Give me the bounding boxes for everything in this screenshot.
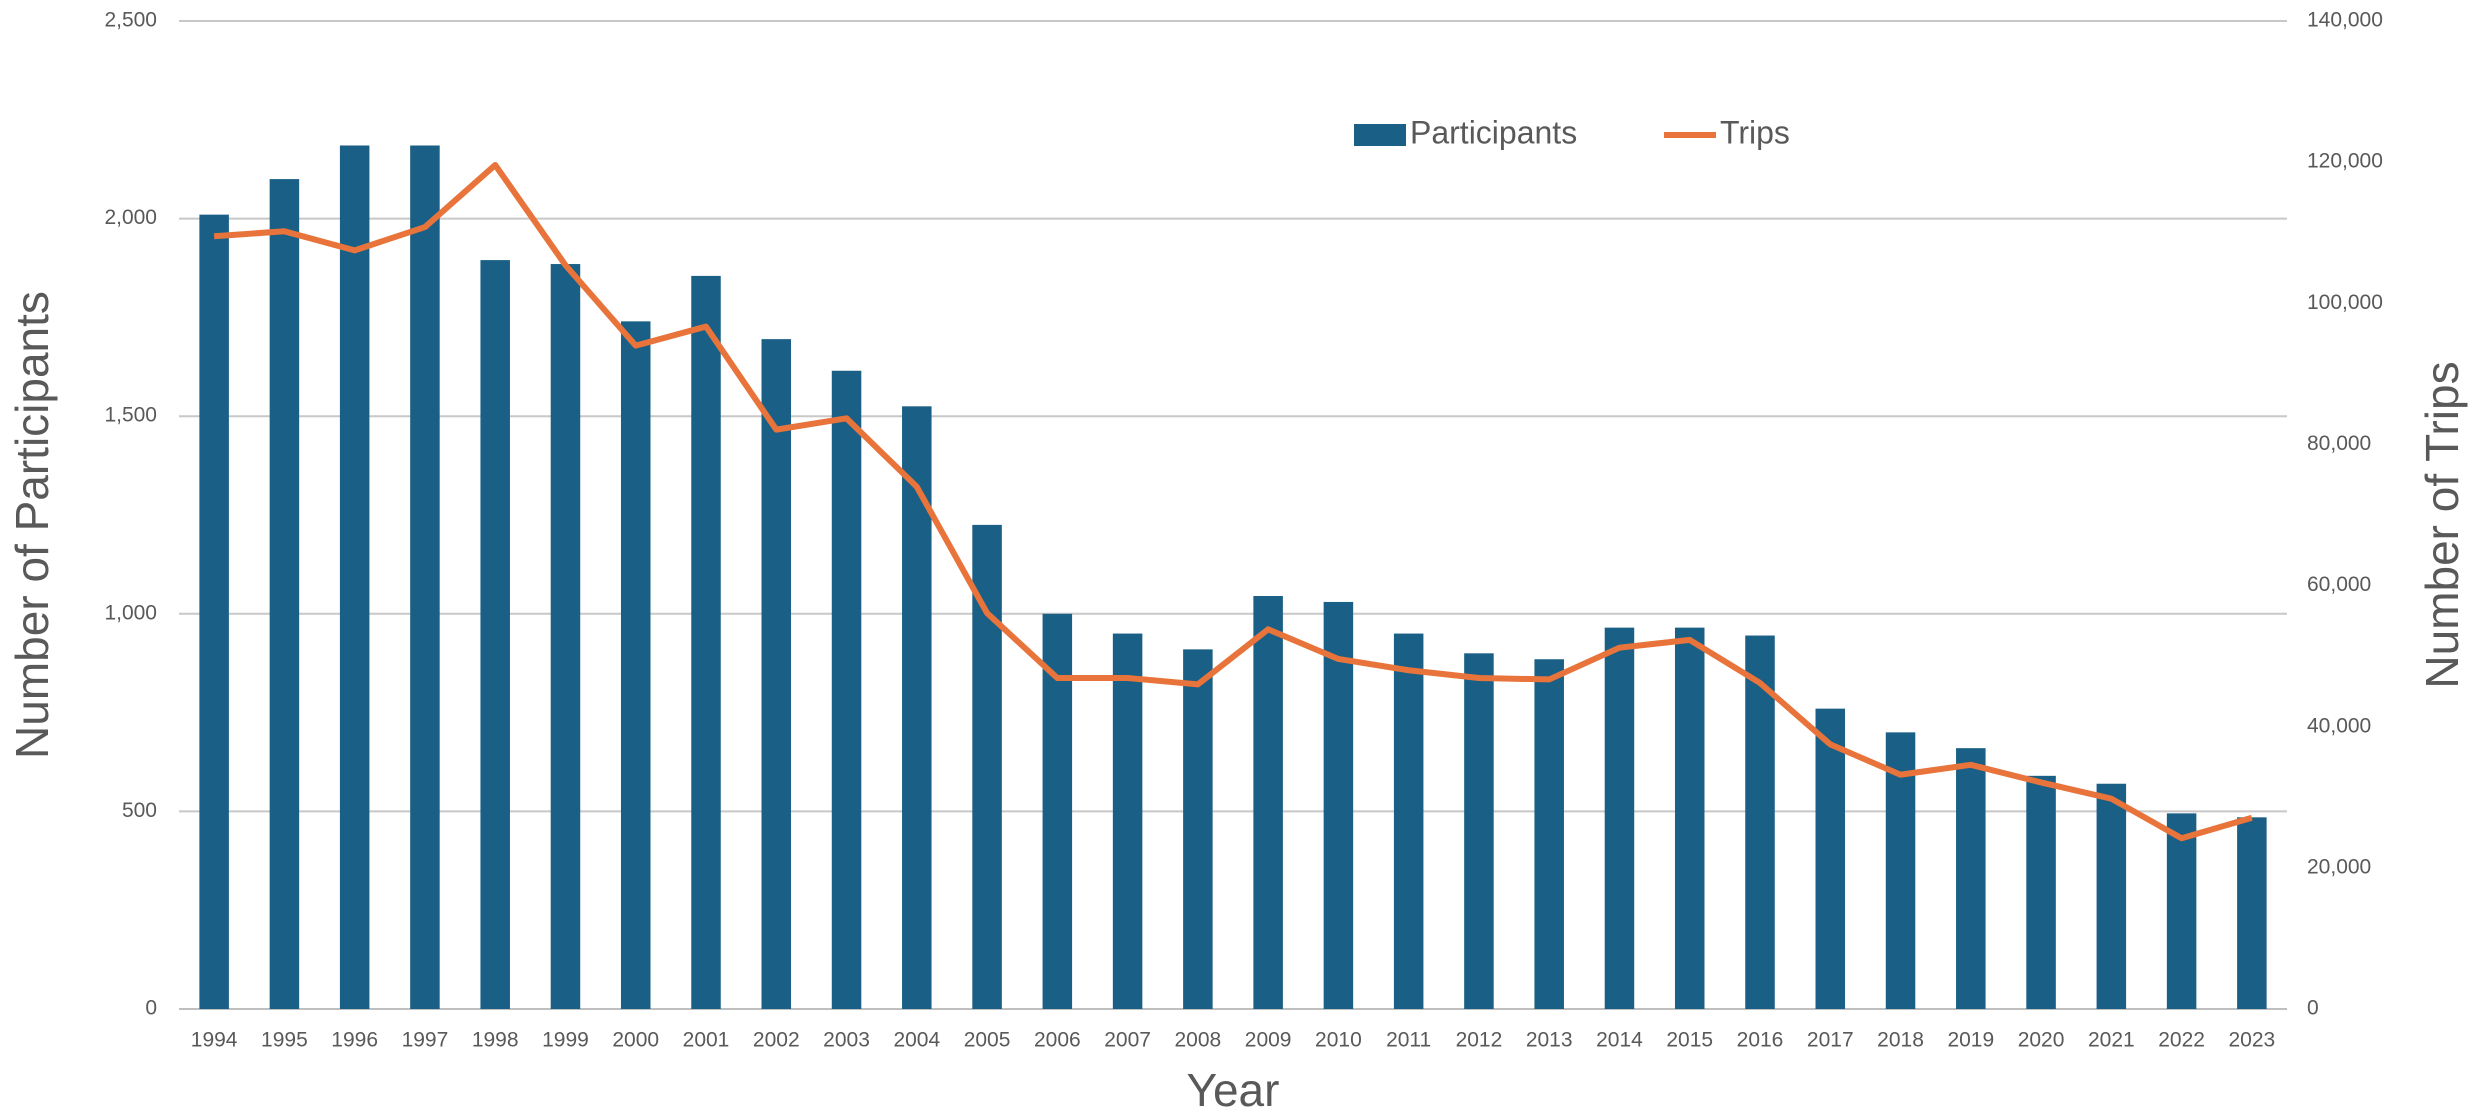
x-tick-label: 2016 xyxy=(1737,1029,1784,1052)
x-tick-label: 1998 xyxy=(472,1029,519,1052)
y-tick-label: 500 xyxy=(122,799,157,822)
bar xyxy=(972,524,1002,1009)
x-tick-label: 2022 xyxy=(2158,1029,2205,1052)
bar xyxy=(1674,627,1705,1009)
bar xyxy=(2237,817,2267,1009)
x-tick-label: 2006 xyxy=(1034,1029,1081,1052)
y2-tick-label: 60,000 xyxy=(2307,573,2371,596)
bar xyxy=(1042,613,1073,1009)
y-tick-label: 0 xyxy=(145,997,157,1020)
bar xyxy=(1323,601,1354,1009)
bar xyxy=(339,145,370,1009)
y2-axis-title: Number of Trips xyxy=(2416,361,2468,688)
bar xyxy=(1604,627,1635,1009)
bar xyxy=(761,339,792,1009)
bar xyxy=(1393,633,1424,1009)
x-tick-label: 2005 xyxy=(964,1029,1011,1052)
bar xyxy=(410,145,440,1009)
x-tick-label: 1997 xyxy=(402,1029,449,1052)
legend-swatch xyxy=(1354,124,1406,146)
x-tick-label: 1995 xyxy=(261,1029,308,1052)
y2-tick-label: 140,000 xyxy=(2307,9,2383,32)
y-tick-label: 1,000 xyxy=(104,601,157,624)
legend-label: Trips xyxy=(1720,114,1790,150)
x-tick-label: 2010 xyxy=(1315,1029,1362,1052)
x-tick-label: 1994 xyxy=(191,1029,238,1052)
bar xyxy=(1534,659,1564,1009)
y2-tick-label: 100,000 xyxy=(2307,291,2383,314)
legend-label: Participants xyxy=(1410,114,1577,150)
y2-tick-label: 20,000 xyxy=(2307,855,2371,878)
bar xyxy=(1885,732,1916,1009)
x-tick-label: 2017 xyxy=(1807,1029,1854,1052)
y2-tick-label: 40,000 xyxy=(2307,714,2371,737)
bar xyxy=(550,264,581,1010)
y-tick-label: 2,500 xyxy=(104,9,157,32)
x-tick-label: 2019 xyxy=(1947,1029,1994,1052)
x-tick-label: 2012 xyxy=(1456,1029,1503,1052)
y-tick-label: 1,500 xyxy=(104,404,157,427)
x-tick-label: 1996 xyxy=(331,1029,378,1052)
y2-tick-label: 120,000 xyxy=(2307,150,2383,173)
y2-tick-label: 80,000 xyxy=(2307,432,2371,455)
x-tick-label: 2004 xyxy=(893,1029,940,1052)
x-tick-label: 2023 xyxy=(2229,1029,2276,1052)
x-tick-label: 2018 xyxy=(1877,1029,1924,1052)
x-tick-label: 2014 xyxy=(1596,1029,1643,1052)
x-axis-title: Year xyxy=(1187,1064,1280,1116)
x-tick-label: 2021 xyxy=(2088,1029,2135,1052)
x-tick-label: 2015 xyxy=(1666,1029,1713,1052)
x-tick-label: 2007 xyxy=(1104,1029,1151,1052)
bar xyxy=(691,275,721,1009)
bar xyxy=(1464,653,1494,1009)
x-tick-label: 2020 xyxy=(2018,1029,2065,1052)
x-tick-label: 1999 xyxy=(542,1029,589,1052)
x-tick-label: 2000 xyxy=(612,1029,659,1052)
x-tick-label: 2013 xyxy=(1526,1029,1573,1052)
bar xyxy=(199,214,229,1009)
x-tick-label: 2011 xyxy=(1386,1029,1431,1052)
bar xyxy=(269,179,300,1009)
bar xyxy=(2166,813,2197,1009)
x-tick-label: 2009 xyxy=(1245,1029,1292,1052)
bar xyxy=(831,370,862,1009)
x-tick-label: 2003 xyxy=(823,1029,870,1052)
bar xyxy=(2026,775,2056,1009)
x-tick-label: 2001 xyxy=(683,1029,730,1052)
bar xyxy=(2096,783,2127,1009)
bar xyxy=(1956,748,1986,1009)
y-axis-title: Number of Participants xyxy=(6,291,58,759)
line xyxy=(213,161,2253,842)
bar xyxy=(1183,649,1213,1009)
y-tick-label: 2,000 xyxy=(104,206,157,229)
bar xyxy=(1112,633,1143,1009)
bar xyxy=(902,406,932,1009)
x-tick-label: 2008 xyxy=(1175,1029,1222,1052)
bar xyxy=(620,321,651,1009)
y2-tick-label: 0 xyxy=(2307,997,2319,1020)
bar xyxy=(1745,635,1775,1009)
bar xyxy=(1253,596,1283,1009)
x-tick-label: 2002 xyxy=(753,1029,800,1052)
bar xyxy=(480,260,510,1009)
bar xyxy=(1815,708,1846,1009)
